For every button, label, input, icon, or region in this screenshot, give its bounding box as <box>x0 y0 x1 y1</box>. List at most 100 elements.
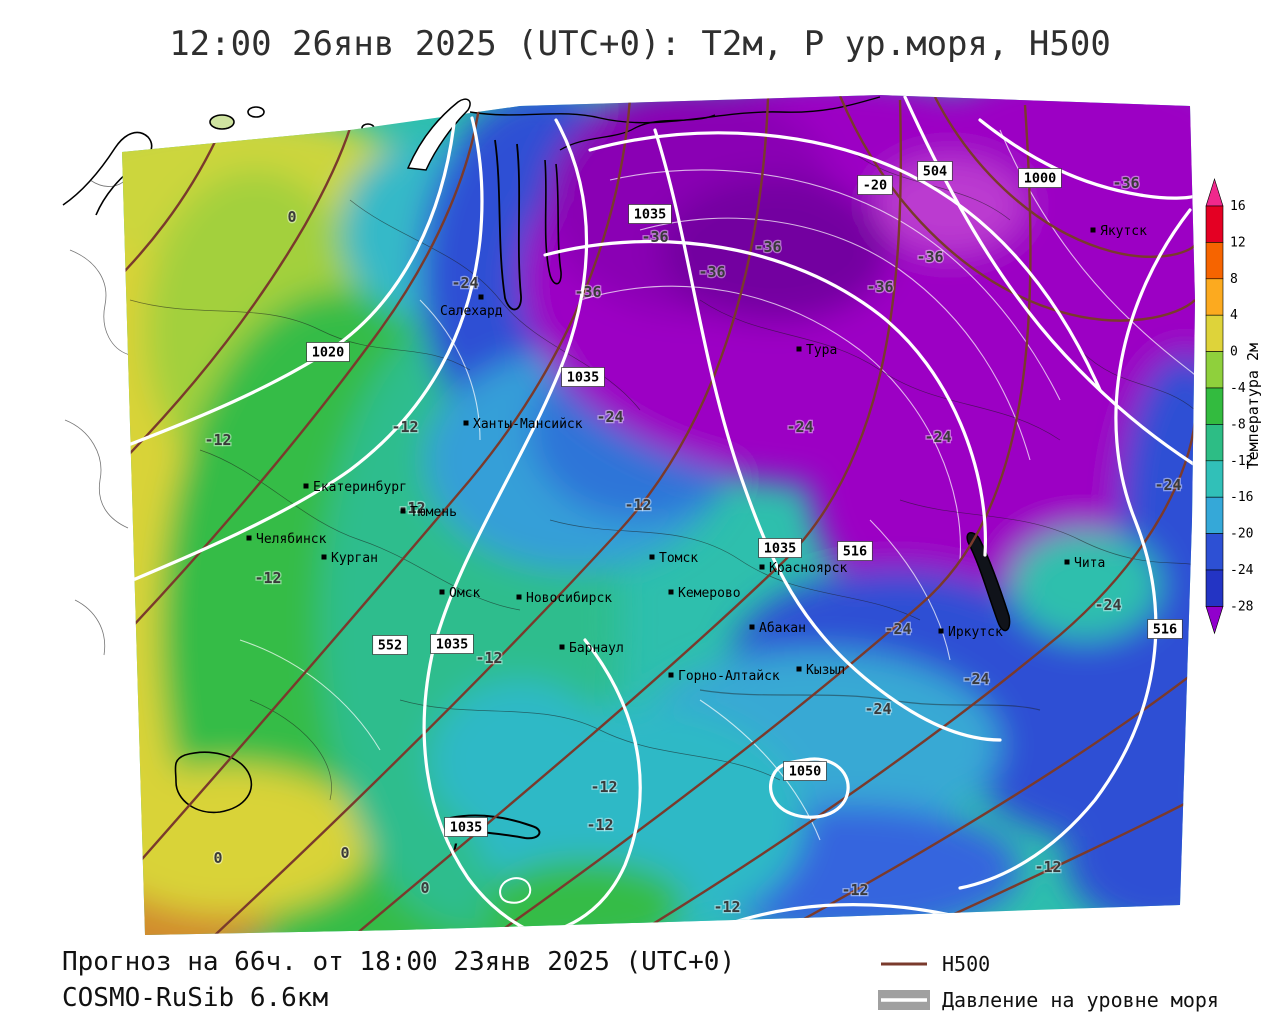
temperature-contour-label: -36 <box>1112 174 1139 192</box>
colorbar-tick-label: -16 <box>1230 490 1253 505</box>
h500-line-sample-icon <box>881 962 927 966</box>
city-marker <box>246 535 252 541</box>
colorbar-tick-label: 16 <box>1230 199 1246 214</box>
thin-contour <box>869 519 951 661</box>
temperature-contour-label: 0 <box>287 208 296 226</box>
colorbar-segment <box>1205 314 1224 352</box>
isobar-line <box>769 757 850 819</box>
h500-contours <box>122 95 1195 935</box>
temperature-contour-label: -36 <box>866 278 893 296</box>
admin-borders-outside-domain <box>64 177 131 656</box>
isobar-line <box>499 877 532 904</box>
temperature-contour-label: -24 <box>924 428 951 446</box>
colorbar-segment <box>1205 351 1224 389</box>
temperature-contour-label: -12 <box>475 649 502 667</box>
city-label: Кызыл <box>806 663 845 678</box>
city-label: Чита <box>1074 556 1105 571</box>
thin-contour <box>419 299 481 441</box>
border-line <box>899 499 1195 566</box>
lake-outline <box>174 751 253 814</box>
island <box>209 114 235 130</box>
temperature-contour-label: -12 <box>841 881 868 899</box>
colorbar-segment <box>1205 278 1224 316</box>
border-line <box>249 699 332 801</box>
temperature-contour-label: -24 <box>884 620 911 638</box>
pressure-contour-label-box <box>758 538 802 558</box>
pressure-contour-label: 1000 <box>1024 171 1057 187</box>
city-label: Салехард <box>440 304 503 319</box>
colorbar-tick-label: 0 <box>1230 345 1238 360</box>
temperature-contour-label: 0 <box>213 849 222 867</box>
temperature-contour-label: -36 <box>641 228 668 246</box>
city-label: Барнаул <box>569 641 624 656</box>
temperature-field <box>122 95 1195 935</box>
city-marker <box>1090 227 1096 233</box>
city-marker <box>303 483 309 489</box>
colorbar-arrow-top <box>1205 178 1224 207</box>
isobar-line <box>588 131 1102 392</box>
h500-line <box>494 104 1032 935</box>
temperature-contour-label: -12 <box>1034 858 1061 876</box>
h500-contour-label-box <box>917 161 953 181</box>
colorbar-tick-label: 4 <box>1230 308 1238 323</box>
city-marker <box>478 294 484 300</box>
pressure-contour-label: 1035 <box>567 370 600 386</box>
h500-line <box>122 97 360 521</box>
city-marker <box>321 554 327 560</box>
city-label: Абакан <box>759 621 806 636</box>
colorbar-arrow-bottom <box>1205 606 1224 635</box>
contour-value-labels: 1020 1035 1035 1035 1035 1035 1050 1000 -20 504 51… <box>306 161 1183 837</box>
pressure-contour-label: 1020 <box>312 345 345 361</box>
city-label: Курган <box>331 551 378 566</box>
temperature-contour-label: -12 <box>713 898 740 916</box>
h500-contour-label: 504 <box>923 164 947 180</box>
border-line <box>399 699 781 781</box>
city-label: Красноярск <box>769 561 847 576</box>
h500-line <box>774 671 1195 935</box>
temperature-colorbar: 16 12 8 4 0 -4 -8 -12 -16 -20 -24 -28 Температура 2м <box>1205 178 1262 635</box>
pressure-contour-label-box <box>561 367 605 387</box>
thin-contour <box>239 639 381 751</box>
city-label: Кемерово <box>678 586 741 601</box>
map-title: 12:00 26янв 2025 (UTC+0): Т2м, Р ур.моря… <box>169 24 1111 64</box>
temperature-contour-label: -12 <box>391 418 418 436</box>
taz-estuary <box>544 159 562 285</box>
temperature-contour-label: 0 <box>420 879 429 897</box>
h500-line <box>634 419 1195 935</box>
city-label: Тура <box>806 343 837 358</box>
colorbar-segment <box>1205 460 1224 498</box>
city-label: Горно-Алтайск <box>678 669 780 684</box>
border-line <box>199 449 521 611</box>
colorbar-tick-label: -20 <box>1230 527 1253 542</box>
coastline <box>62 131 153 216</box>
pressure-contour-label-box <box>430 634 474 654</box>
h500-contour-label-box <box>1147 619 1183 639</box>
isobar-line <box>978 118 1195 200</box>
city-label: Томск <box>659 551 698 566</box>
h500-contour-label: 516 <box>1153 622 1177 638</box>
temperature-contour-label-box <box>857 175 893 195</box>
city-marker <box>463 420 469 426</box>
border-line <box>69 249 131 356</box>
temperature-contour-label: -12 <box>590 778 617 796</box>
isobar-line <box>543 239 988 557</box>
footer: Прогноз на 66ч. от 18:00 23янв 2025 (UTC… <box>62 944 735 1016</box>
temperature-contour-label: -12 <box>204 431 231 449</box>
temperature-contour-label: -36 <box>698 263 725 281</box>
city-marker <box>516 594 522 600</box>
border-line <box>64 419 129 529</box>
city-marker <box>400 508 406 514</box>
city-marker <box>759 564 765 570</box>
colorbar-tick-label: 8 <box>1230 272 1238 287</box>
h500-line <box>122 99 482 701</box>
city-marker <box>1064 559 1070 565</box>
pressure-contour-label-box <box>444 817 488 837</box>
pressure-contour-label-box <box>306 342 350 362</box>
colorbar-segment <box>1205 496 1224 534</box>
city-label: Омск <box>449 586 480 601</box>
model-info: COSMO-RuSib 6.6км <box>62 983 329 1013</box>
isobar-line <box>533 638 642 935</box>
h500-line <box>122 97 632 935</box>
h500-contour-label-box <box>372 635 408 655</box>
city-marker <box>796 666 802 672</box>
